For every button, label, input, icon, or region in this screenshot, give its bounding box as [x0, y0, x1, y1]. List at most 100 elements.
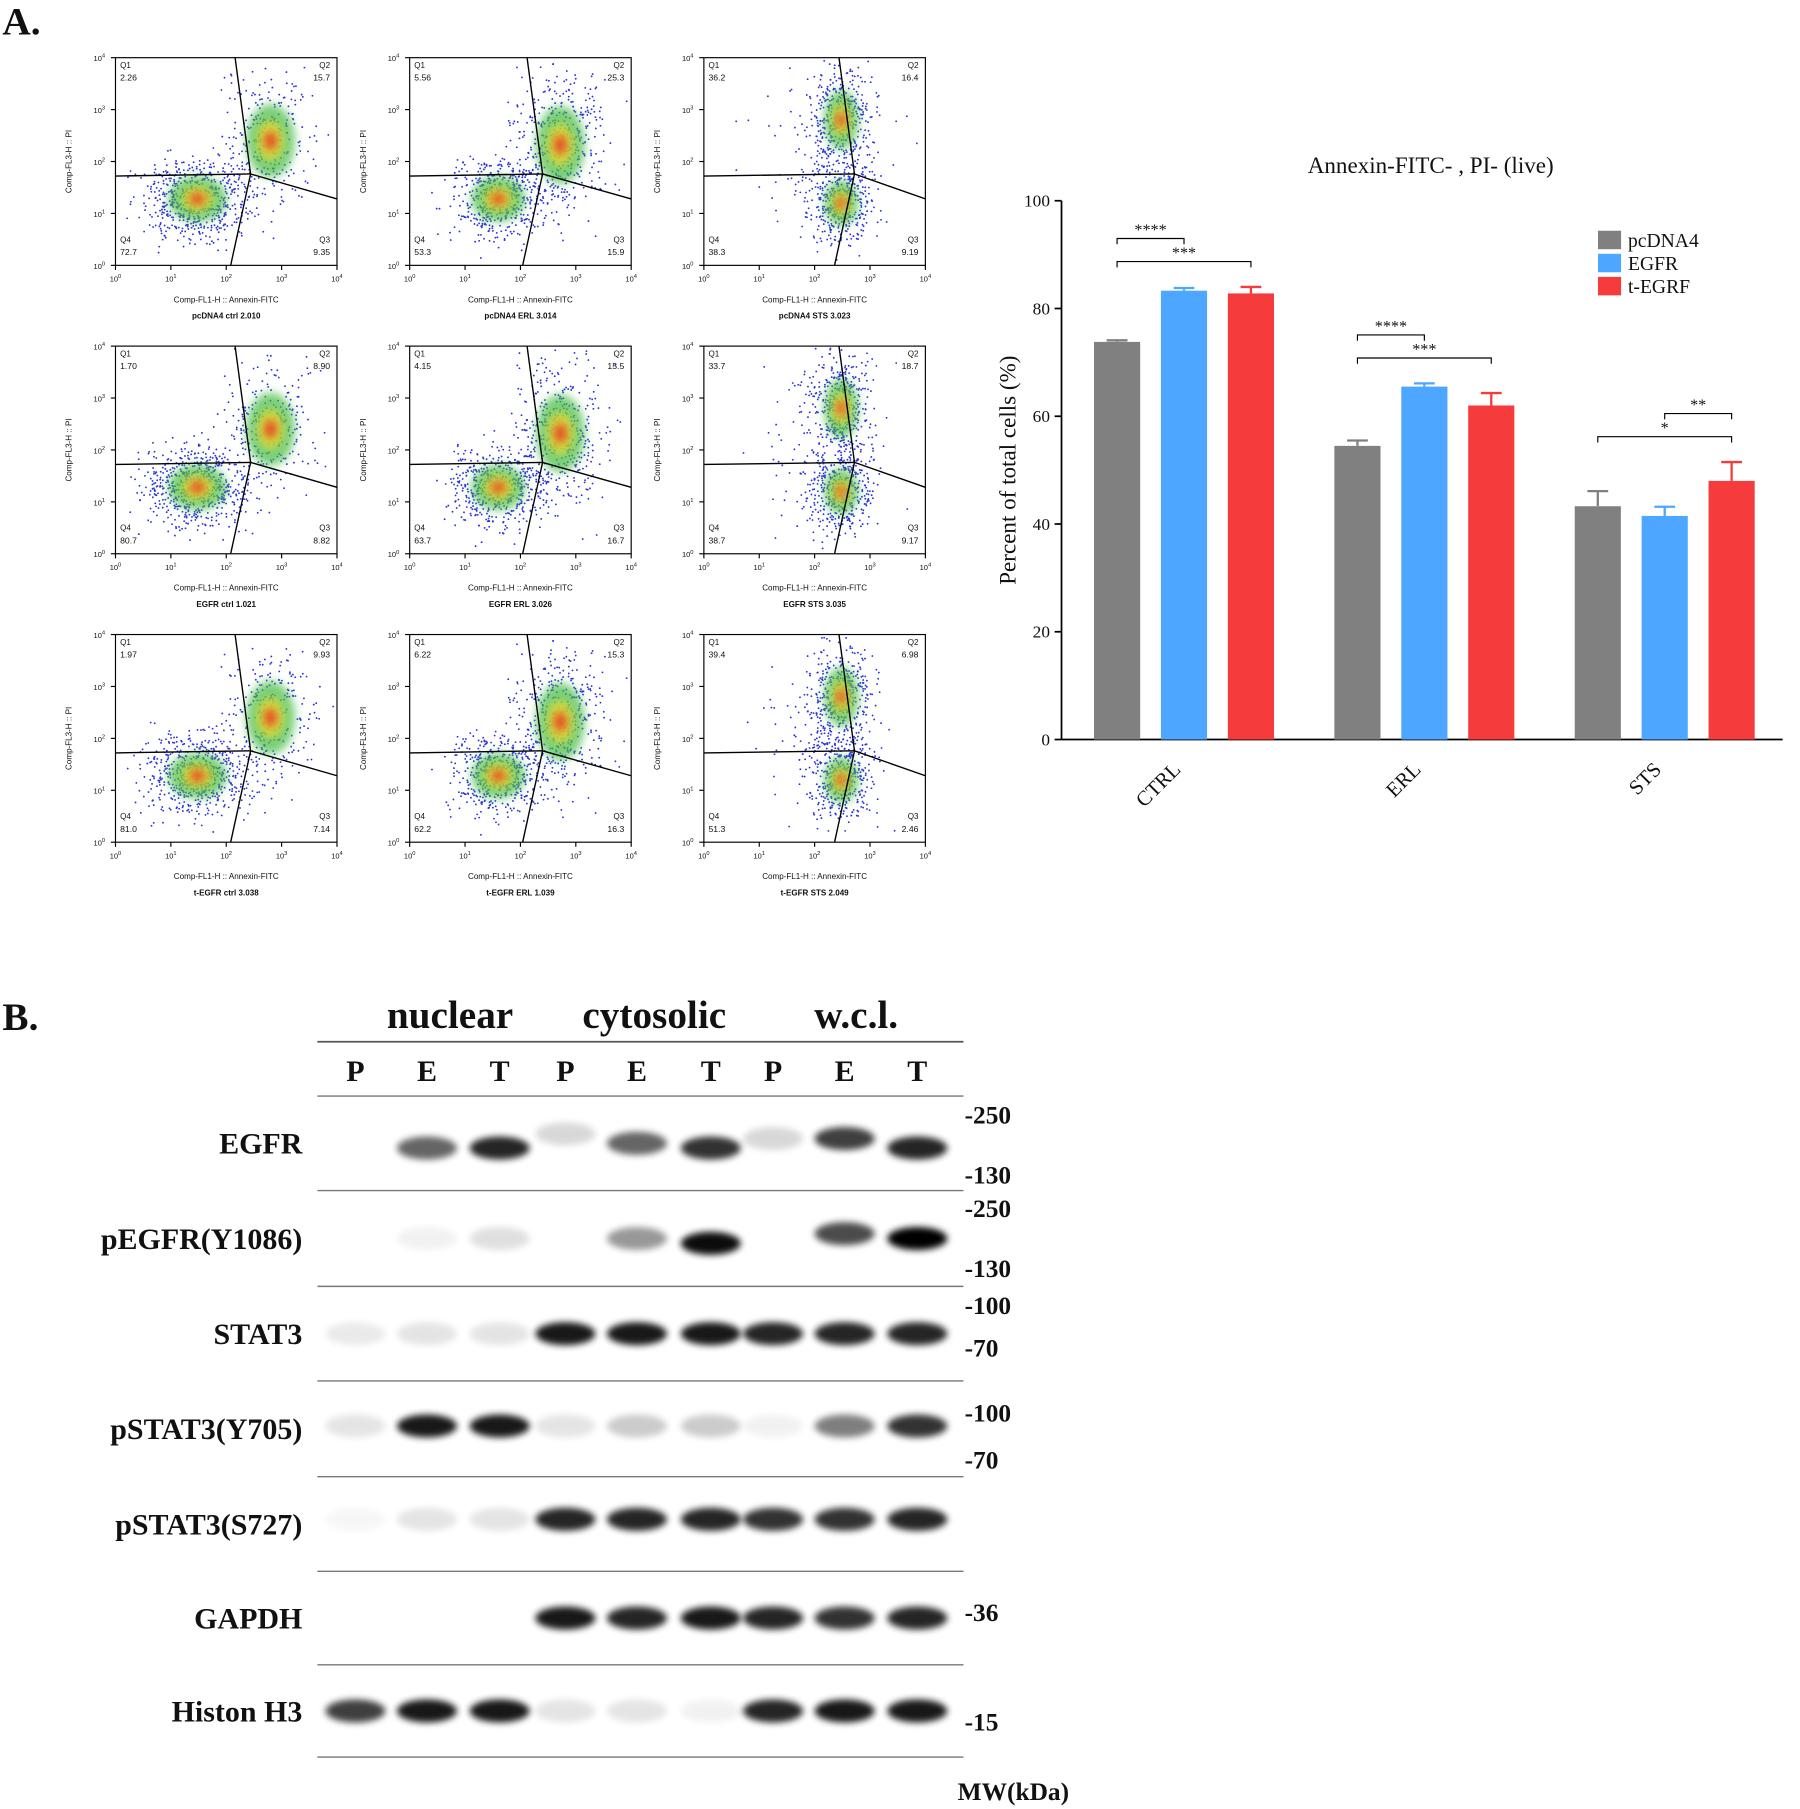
event-dot — [520, 220, 523, 223]
event-dot — [524, 429, 527, 432]
event-dot — [816, 119, 819, 122]
quadrant-name: Q3 — [614, 524, 625, 533]
tick-base: 10 — [331, 275, 339, 284]
event-dot — [771, 197, 774, 199]
event-dot — [478, 469, 480, 472]
event-dot — [234, 488, 237, 491]
event-dot — [176, 505, 179, 508]
event-dot — [534, 153, 537, 156]
event-dot — [830, 222, 833, 225]
event-dot — [170, 459, 172, 462]
event-dot — [866, 201, 869, 204]
event-dot — [236, 471, 239, 474]
event-dot — [520, 500, 523, 503]
event-dot — [552, 193, 555, 195]
event-dot — [837, 226, 840, 229]
event-dot — [854, 160, 857, 163]
event-dot — [614, 183, 617, 186]
event-dot — [860, 229, 863, 231]
event-dot — [867, 129, 870, 132]
event-dot — [461, 167, 463, 170]
event-dot — [826, 165, 829, 168]
event-dot — [306, 367, 309, 370]
event-dot — [587, 138, 590, 141]
event-dot — [860, 172, 863, 175]
event-dot — [808, 189, 811, 192]
event-dot — [535, 480, 538, 483]
event-dot — [188, 513, 191, 516]
event-dot — [200, 515, 203, 518]
event-dot — [190, 222, 192, 225]
event-dot — [199, 238, 202, 241]
event-dot — [516, 66, 518, 69]
event-dot — [518, 175, 521, 178]
event-dot — [502, 520, 505, 523]
tick-base: 10 — [459, 275, 467, 284]
event-dot — [863, 443, 865, 446]
event-dot — [187, 509, 190, 511]
quadrant-value: 2.26 — [120, 73, 137, 83]
event-dot — [817, 102, 820, 105]
event-dot — [164, 467, 167, 470]
event-dot — [217, 153, 220, 156]
event-dot — [478, 222, 481, 225]
event-dot — [810, 393, 813, 395]
event-dot — [562, 494, 565, 497]
event-dot — [278, 102, 281, 105]
event-dot — [265, 470, 268, 473]
event-dot — [810, 218, 813, 221]
event-dot — [157, 181, 160, 184]
event-dot — [536, 225, 539, 228]
event-dot — [523, 222, 526, 225]
event-dot — [193, 514, 195, 517]
event-dot — [504, 229, 507, 232]
event-dot — [161, 238, 164, 241]
event-dot — [519, 472, 522, 475]
event-dot — [458, 230, 461, 233]
event-dot — [156, 474, 159, 477]
event-dot — [435, 207, 438, 210]
event-dot — [587, 415, 590, 418]
event-dot — [226, 224, 229, 227]
event-dot — [288, 403, 291, 406]
event-dot — [558, 489, 561, 492]
event-dot — [134, 173, 137, 176]
event-dot — [181, 510, 184, 513]
event-dot — [859, 108, 862, 111]
event-dot — [269, 99, 271, 102]
event-dot — [821, 187, 824, 190]
event-dot — [236, 194, 239, 197]
event-dot — [215, 514, 218, 517]
event-dot — [454, 494, 457, 497]
event-dot — [301, 126, 304, 128]
event-dot — [504, 524, 507, 527]
event-dot — [861, 117, 864, 120]
tick-base: 10 — [404, 275, 412, 284]
event-dot — [526, 470, 529, 473]
event-dot — [211, 218, 214, 221]
event-dot — [570, 101, 573, 103]
event-dot — [182, 245, 185, 248]
event-dot — [860, 113, 862, 116]
event-dot — [518, 352, 521, 354]
event-dot — [233, 180, 236, 183]
event-dot — [542, 482, 545, 485]
event-dot — [543, 106, 546, 109]
event-dot — [835, 361, 838, 364]
event-dot — [127, 176, 129, 179]
event-dot — [167, 474, 170, 476]
event-dot — [173, 467, 176, 470]
event-dot — [159, 478, 162, 481]
event-dot — [143, 194, 145, 197]
event-dot — [546, 377, 548, 380]
event-dot — [535, 478, 538, 481]
event-dot — [507, 119, 510, 122]
event-dot — [526, 90, 529, 93]
event-dot — [876, 235, 878, 237]
event-dot — [466, 183, 468, 186]
event-dot — [587, 359, 590, 361]
event-dot — [462, 472, 464, 475]
x-tick-label: 100 — [404, 562, 416, 571]
event-dot — [516, 104, 519, 107]
event-dot — [591, 444, 594, 447]
